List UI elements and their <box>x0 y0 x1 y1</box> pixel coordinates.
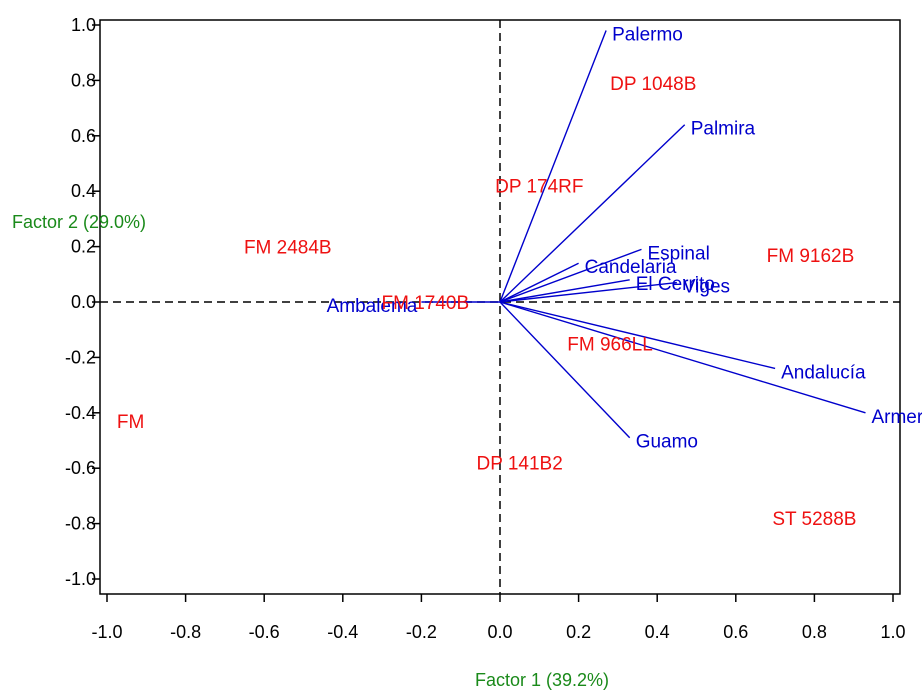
genotype-label: ST 5288B <box>772 509 856 530</box>
environment-label: Palermo <box>612 25 683 46</box>
genotype-label: FM 9162B <box>767 246 855 267</box>
environment-vector <box>499 301 631 439</box>
environment-label: Andalucía <box>781 362 866 383</box>
environment-label: Espinal <box>647 243 709 264</box>
genotype-label: FM 1740B <box>382 293 470 314</box>
y-axis-title: Factor 2 (29.0%) <box>12 212 146 232</box>
y-tick-label: 0.6 <box>71 126 96 146</box>
x-tick-label: -0.4 <box>327 622 358 642</box>
environment-vectors <box>421 30 866 439</box>
environment-label: Ambalema <box>327 296 418 317</box>
x-tick-label: -0.8 <box>170 622 201 642</box>
x-tick-label: 0.0 <box>487 622 512 642</box>
environment-label: Palmira <box>691 119 756 140</box>
genotype-label: FM 966LL <box>567 335 653 356</box>
x-tick-label: 0.8 <box>802 622 827 642</box>
x-tick-label: -1.0 <box>91 622 122 642</box>
x-tick-label: -0.6 <box>249 622 280 642</box>
environment-label: El Cerrito <box>636 274 715 295</box>
y-tick-label: 0.4 <box>71 181 96 201</box>
x-tick-label: 1.0 <box>880 622 905 642</box>
environment-vector <box>499 30 607 303</box>
environment-label: Guamo <box>636 432 698 453</box>
y-tick-label: -0.2 <box>65 347 96 367</box>
genotype-label: DP 141B2 <box>477 454 563 475</box>
x-tick-label: 0.2 <box>566 622 591 642</box>
y-tick-label: 0.8 <box>71 70 96 90</box>
y-tick-label: 1.0 <box>71 15 96 35</box>
environment-vector <box>499 279 630 303</box>
environment-vector <box>499 124 686 303</box>
environment-label: Armero <box>871 407 922 428</box>
y-tick-label: 0.0 <box>71 292 96 312</box>
environment-vector <box>499 301 776 370</box>
y-tick-label: -0.8 <box>65 514 96 534</box>
environment-vector <box>499 262 579 303</box>
environment-vector <box>499 281 677 303</box>
x-tick-label: -0.2 <box>406 622 437 642</box>
x-tick-label: 0.6 <box>723 622 748 642</box>
y-tick-label: -0.6 <box>65 458 96 478</box>
x-tick-label: 0.4 <box>645 622 670 642</box>
genotype-label: FM 2484B <box>244 238 332 259</box>
environment-label: Viges <box>683 277 730 298</box>
genotype-label: FM <box>117 412 144 433</box>
y-tick-label: -0.4 <box>65 403 96 423</box>
genotype-label: DP 1048B <box>610 74 696 95</box>
reference-lines <box>100 20 900 594</box>
y-tick-label: 0.2 <box>71 237 96 257</box>
environment-label: Candelaria <box>585 257 677 278</box>
y-tick-label: -1.0 <box>65 569 96 589</box>
environment-vector <box>499 301 866 414</box>
environment-vector <box>499 248 642 303</box>
axis-ticks: -1.0 -0.8 -0.6 -0.4 -0.2 0.0 0.2 0.4 0.6 0.8 1.0 1.… <box>65 15 906 642</box>
x-axis-title: Factor 1 (39.2%) <box>475 670 609 690</box>
genotype-label: DP 174RF <box>495 177 583 198</box>
